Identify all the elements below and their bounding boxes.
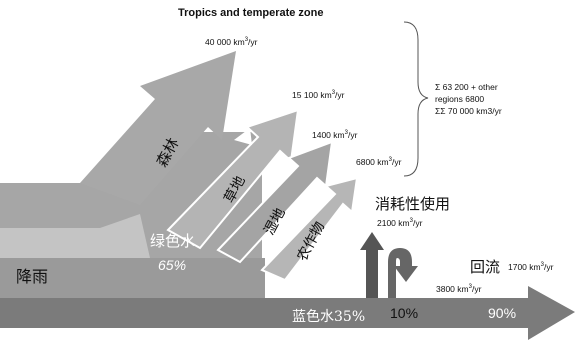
summary-line-1: Σ 63 200 + other — [435, 82, 498, 92]
summary-line-3: ΣΣ 70 000 km3/yr — [435, 106, 502, 116]
crops-value: 6800 km3/yr — [356, 157, 402, 167]
blue-flow-value: 3800 km3/yr — [436, 284, 482, 294]
summary-line-2: regions 6800 — [435, 94, 484, 104]
wetland-value: 1400 km3/yr — [312, 130, 358, 140]
forest-arrow — [80, 51, 236, 205]
return-flow-curve-arrow — [388, 248, 418, 298]
blue-water-10-percent: 10% — [390, 305, 418, 321]
consumptive-use-label: 消耗性使用 — [375, 195, 450, 213]
return-flow-value: 1700 km3/yr — [508, 262, 554, 272]
rainfall-lower-band — [0, 258, 265, 298]
consumptive-use-arrow — [360, 232, 384, 298]
green-water-label: 绿色水 — [150, 232, 195, 250]
rainfall-label: 降雨 — [16, 267, 48, 286]
consumptive-use-value: 2100 km3/yr — [377, 218, 423, 228]
grassland-value: 15 100 km3/yr — [292, 90, 345, 100]
summary-brace — [403, 21, 429, 177]
green-water-band — [0, 214, 150, 258]
crops-arrow — [260, 176, 359, 282]
diagram-title: Tropics and temperate zone — [178, 7, 323, 19]
green-water-percent: 65% — [158, 257, 186, 273]
white-tick-arrow-1 — [234, 128, 252, 145]
return-flow-label: 回流 — [470, 258, 500, 276]
wetland-arrow — [216, 140, 334, 264]
grassland-arrow — [166, 108, 300, 250]
forest-value: 40 000 km3/yr — [205, 37, 258, 47]
blue-water-label: 蓝色水35% — [292, 308, 365, 325]
blue-water-90-percent: 90% — [488, 305, 516, 321]
blue-water-arrow — [0, 286, 575, 340]
